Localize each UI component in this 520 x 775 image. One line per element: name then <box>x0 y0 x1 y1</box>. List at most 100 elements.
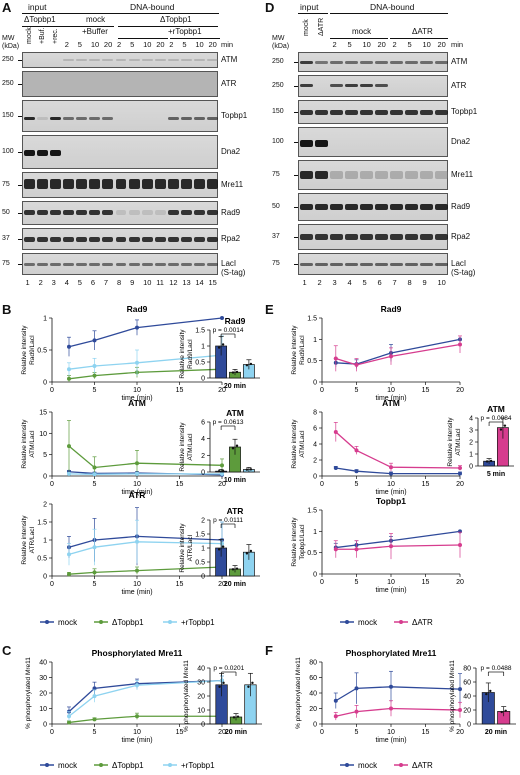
blot-band <box>128 237 140 242</box>
blot-rad9 <box>22 201 218 225</box>
blot-band <box>63 263 75 266</box>
blot-band <box>330 61 343 64</box>
subheader-line-0 <box>22 26 64 27</box>
blot-band <box>405 61 418 64</box>
blot-dna2 <box>298 127 448 157</box>
y-tick-label: 1 <box>43 316 47 323</box>
input-label-0: mock <box>25 27 33 44</box>
blot-band <box>193 117 205 120</box>
chart-title: Rad9 <box>225 316 246 326</box>
p-value: p = 0.0488 <box>481 665 512 672</box>
data-point <box>92 472 97 477</box>
p-value: p = 0.0084 <box>481 415 512 422</box>
chart-title: ATR <box>227 506 244 516</box>
chart-title: Phosphorylated Mre11 <box>346 648 437 658</box>
blot-atr <box>22 71 218 97</box>
series-line <box>335 467 460 475</box>
lane-number: 4 <box>64 278 69 287</box>
input-label-0: mock <box>302 19 310 36</box>
y-tick-label: 20 <box>197 694 205 701</box>
replicate-dot <box>231 568 235 571</box>
legend-label: ΔTopbp1 <box>112 618 144 627</box>
mw-tick <box>294 237 298 238</box>
data-point <box>220 463 224 468</box>
minute-unit: min <box>221 40 234 49</box>
mw-marker: 150 <box>272 108 284 115</box>
blot-band <box>420 61 433 64</box>
y-axis-label: ATM/LacI <box>299 430 306 458</box>
blot-band <box>154 59 166 61</box>
blot-topbp1 <box>298 100 448 124</box>
data-point <box>92 545 97 550</box>
p-value: p = 0.0111 <box>213 517 243 524</box>
x-tick-label: 15 <box>422 729 430 736</box>
minute-unit: min <box>451 40 464 49</box>
blot-band <box>193 179 205 189</box>
blot-band <box>435 263 448 266</box>
blot-band <box>180 117 192 120</box>
blot-band <box>435 171 448 179</box>
x-tick-label: 10 <box>133 481 141 488</box>
blot-band <box>390 234 403 240</box>
x-tick-label: 15 <box>176 481 184 488</box>
series-line <box>68 368 223 380</box>
x-tick-label: 10 <box>133 581 141 588</box>
blot-band <box>102 237 114 242</box>
blot-band <box>89 210 101 215</box>
y-tick-label: 40 <box>309 691 317 698</box>
blot-band <box>390 263 403 266</box>
minute-label: 2 <box>117 40 122 49</box>
data-point <box>458 542 462 547</box>
chart-title: Rad9 <box>381 304 402 314</box>
lane-number: 5 <box>362 278 367 287</box>
legend-marker <box>99 763 103 767</box>
blot-band <box>115 59 127 61</box>
replicate-dot <box>235 567 239 570</box>
mw-title: MW (kDa) <box>272 35 290 50</box>
x-axis-label: 20 min <box>224 581 246 588</box>
blot-band <box>405 171 418 179</box>
y-axis-label: Relative intensity <box>291 517 298 567</box>
blot-band <box>375 171 388 179</box>
blot-band <box>375 234 388 240</box>
replicate-dot <box>232 716 236 719</box>
blot-band <box>115 210 127 215</box>
y-tick-label: 1 <box>469 452 473 459</box>
blot-band <box>50 263 62 266</box>
y-tick-label: 40 <box>197 666 205 673</box>
blot-band <box>360 234 373 240</box>
row-label: ATR <box>451 81 467 90</box>
blot-band <box>315 110 328 115</box>
blot-band <box>50 237 62 242</box>
y-axis-label: Rad9/LacI <box>29 335 36 365</box>
y-tick-label: 0.5 <box>195 360 205 367</box>
blot-band <box>405 110 418 115</box>
data-point <box>67 367 71 372</box>
blot-band <box>76 117 88 120</box>
lane-number: 1 <box>25 278 30 287</box>
blot-band <box>180 263 192 266</box>
blot-band <box>141 263 153 266</box>
row-label: Rpa2 <box>451 232 471 241</box>
mw-tick <box>18 84 22 85</box>
x-tick-label: 20 <box>218 387 226 394</box>
replicate-dot <box>247 685 250 688</box>
x-axis-label: 20 min <box>224 383 246 390</box>
legend-label: ΔATR <box>412 761 433 770</box>
blot-band <box>390 110 403 115</box>
blot-band <box>154 237 166 242</box>
data-point <box>333 356 338 361</box>
blot-band <box>420 204 433 210</box>
blot-band <box>420 234 433 240</box>
y-tick-label: 2 <box>201 518 205 525</box>
y-tick-label: 1 <box>43 538 47 545</box>
blot-band <box>435 61 448 64</box>
y-axis-label: Relative intensity <box>447 417 454 467</box>
minute-label: 10 <box>143 40 152 49</box>
x-tick-label: 20 <box>456 387 464 394</box>
blot-band <box>330 263 343 266</box>
replicate-dot <box>235 444 239 447</box>
blot-band <box>24 179 35 189</box>
y-tick-label: 80 <box>309 660 317 667</box>
blot-band <box>24 117 35 120</box>
